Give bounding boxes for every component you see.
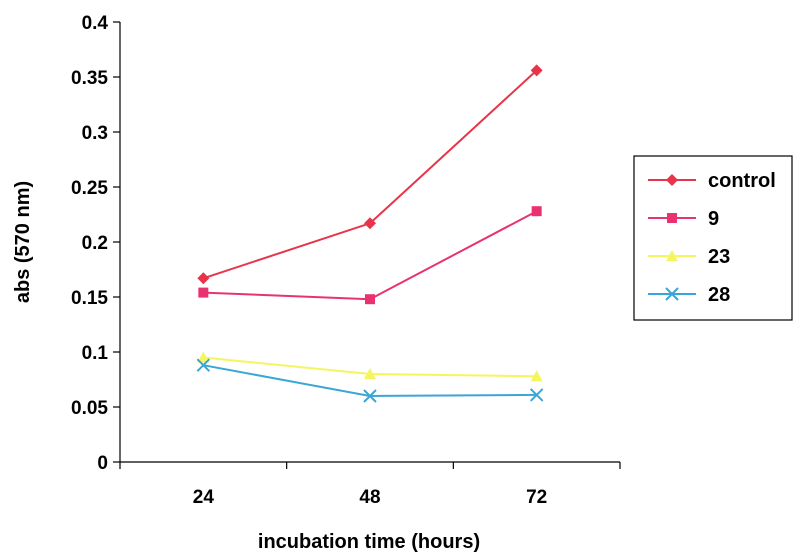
series-28 bbox=[196, 358, 544, 403]
y-tick-label: 0.15 bbox=[71, 288, 108, 309]
data-point-control bbox=[530, 64, 543, 77]
y-tick-label: 0.25 bbox=[71, 178, 108, 199]
data-point-28 bbox=[196, 358, 211, 372]
data-point-9 bbox=[365, 294, 375, 305]
data-point-23 bbox=[530, 370, 543, 382]
legend-item-control: control bbox=[648, 170, 776, 192]
data-point-9 bbox=[198, 287, 209, 298]
x-ticks: 24 48 72 bbox=[119, 462, 621, 508]
series-control bbox=[197, 64, 543, 285]
legend-item-28: 28 bbox=[648, 284, 730, 306]
legend-label: control bbox=[708, 170, 776, 192]
legend-box bbox=[633, 155, 793, 321]
plot-area bbox=[196, 64, 544, 403]
data-point-28 bbox=[363, 389, 377, 403]
data-point-control bbox=[197, 272, 210, 285]
legend-swatch-marker bbox=[665, 287, 679, 301]
data-point-control bbox=[364, 217, 376, 230]
y-tick-label: 0.1 bbox=[82, 343, 109, 364]
x-tick-label: 72 bbox=[526, 487, 547, 508]
series-9 bbox=[198, 206, 542, 305]
data-point-23 bbox=[197, 351, 210, 363]
series-23 bbox=[197, 351, 543, 382]
legend-swatch-marker bbox=[666, 174, 678, 186]
data-point-9 bbox=[531, 206, 542, 217]
legend-label: 9 bbox=[708, 208, 719, 230]
legend-label: 23 bbox=[708, 246, 730, 268]
y-tick-label: 0.05 bbox=[71, 398, 108, 419]
y-tick-label: 0.3 bbox=[82, 123, 108, 144]
x-axis-title: incubation time (hours) bbox=[258, 531, 480, 553]
x-tick-label: 48 bbox=[359, 487, 380, 508]
y-axis-title: abs (570 nm) bbox=[12, 181, 34, 303]
data-point-23 bbox=[364, 368, 376, 379]
legend-swatch-marker bbox=[667, 213, 677, 223]
series-line-control bbox=[203, 69, 538, 280]
legend-label: 28 bbox=[708, 284, 730, 306]
y-tick-label: 0.35 bbox=[71, 68, 108, 89]
y-tick-label: 0 bbox=[97, 453, 108, 474]
legend: control 9 23 28 bbox=[633, 155, 793, 321]
legend-swatch-marker bbox=[666, 250, 678, 261]
y-ticks: 0 0.05 0.1 0.15 0.2 0.25 0.3 0.35 0.4 bbox=[71, 13, 120, 474]
y-tick-label: 0.2 bbox=[82, 233, 108, 254]
x-tick-label: 24 bbox=[193, 487, 215, 508]
legend-item-9: 9 bbox=[648, 208, 719, 230]
legend-item-23: 23 bbox=[648, 246, 730, 268]
data-point-28 bbox=[529, 388, 544, 402]
y-tick-label: 0.4 bbox=[82, 13, 109, 34]
